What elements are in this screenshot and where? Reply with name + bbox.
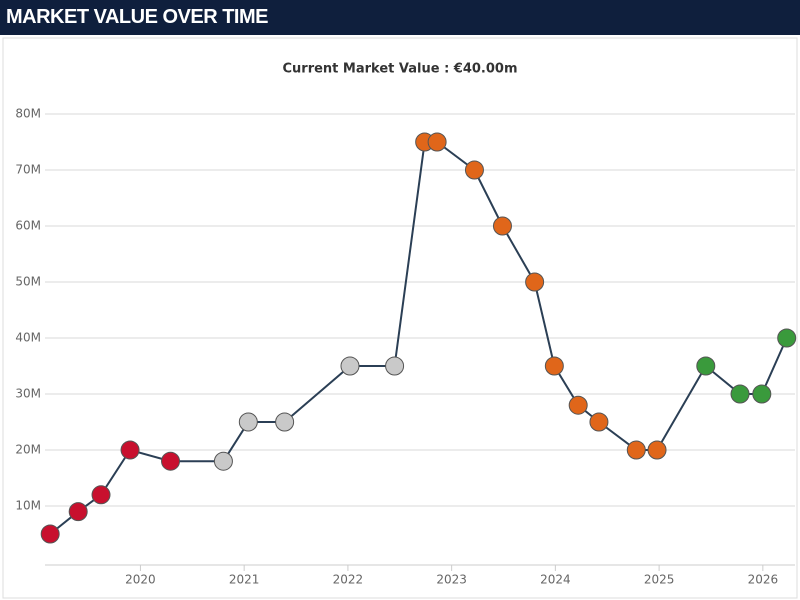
y-tick-label: 30M (15, 387, 41, 401)
x-tick-label: 2024 (540, 573, 571, 587)
club-marker (647, 440, 667, 460)
x-tick-label: 2021 (229, 573, 260, 587)
y-tick-label: 80M (15, 107, 41, 121)
club-marker (68, 502, 88, 522)
x-tick-label: 2023 (436, 573, 467, 587)
club-marker (492, 216, 512, 236)
club-marker (696, 356, 716, 376)
club-marker (626, 440, 646, 460)
club-marker (340, 356, 360, 376)
x-tick-label: 2020 (125, 573, 156, 587)
club-marker (238, 412, 258, 432)
club-marker (544, 356, 564, 376)
club-marker (525, 272, 545, 292)
club-marker (589, 412, 609, 432)
y-tick-label: 40M (15, 331, 41, 345)
club-marker (213, 451, 233, 471)
club-marker (40, 524, 60, 544)
chart: Current Market Value : €40.00m 10M 20M 30M… (2, 37, 798, 599)
club-marker (730, 384, 750, 404)
club-marker (752, 384, 772, 404)
y-tick-label: 50M (15, 275, 41, 289)
club-marker (161, 451, 181, 471)
club-marker (427, 132, 447, 152)
y-tick-label: 70M (15, 163, 41, 177)
club-marker (385, 356, 405, 376)
club-marker (91, 485, 111, 505)
club-marker (120, 440, 140, 460)
club-marker (777, 328, 797, 348)
y-tick-label: 10M (15, 499, 41, 513)
header-title: MARKET VALUE OVER TIME (0, 0, 800, 35)
club-marker (464, 160, 484, 180)
x-tick-label: 2025 (644, 573, 675, 587)
x-tick-label: 2022 (333, 573, 364, 587)
club-marker (275, 412, 295, 432)
x-tick-label: 2026 (748, 573, 779, 587)
frame (2, 37, 798, 599)
club-marker (568, 395, 588, 415)
y-tick-label: 20M (15, 443, 41, 457)
chart-title: Current Market Value : €40.00m (282, 62, 517, 77)
y-tick-label: 60M (15, 219, 41, 233)
